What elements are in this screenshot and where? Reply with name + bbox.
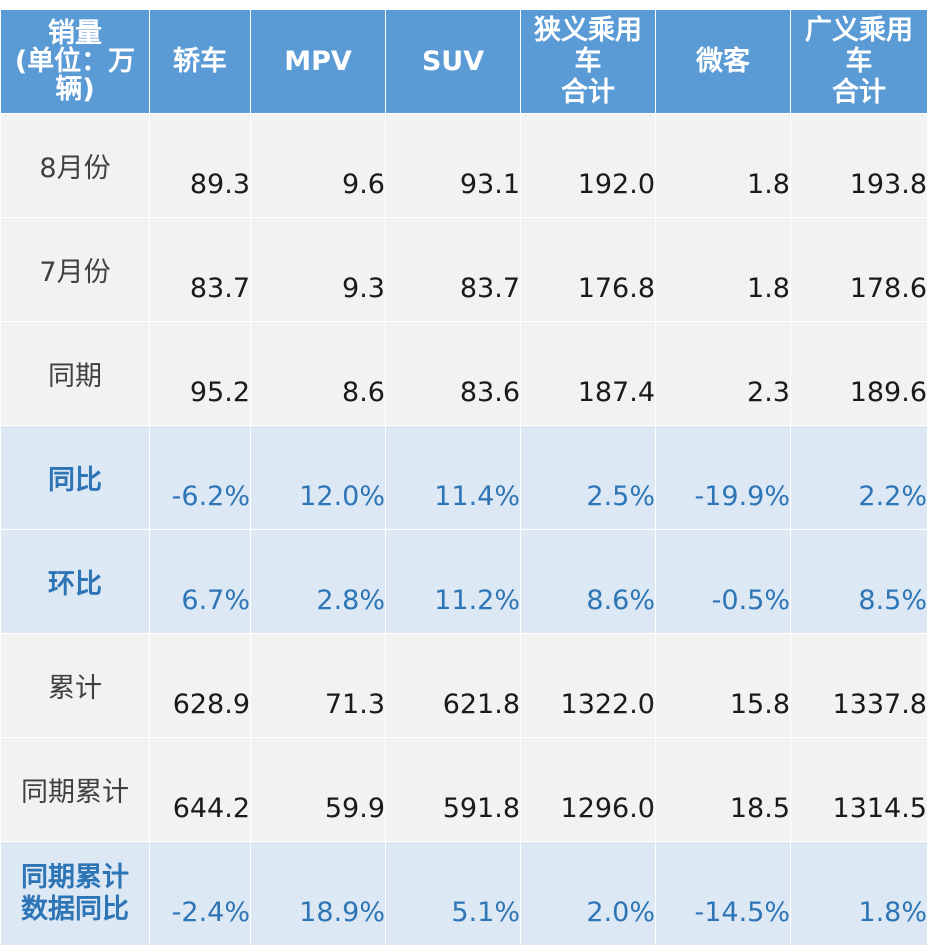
cell-value: 2.2% [791,426,927,530]
cell-value: 1314.5 [791,738,927,842]
header-sedan: 轿车 [150,10,251,114]
row-label: 同期 [1,322,150,426]
cell-value: 187.4 [521,322,656,426]
cell-value: 59.9 [251,738,386,842]
header-line: 合计 [791,77,927,108]
row-label: 累计 [1,634,150,738]
row-label-line: 环比 [1,562,149,601]
cell-value: 1337.8 [791,634,927,738]
header-suv: SUV [386,10,521,114]
cell-value: 591.8 [386,738,521,842]
cell-value: 6.7% [150,530,251,634]
table-row: 同比-6.2%12.0%11.4%2.5%-19.9%2.2% [1,426,927,530]
cell-value: -19.9% [656,426,791,530]
row-label-line: 同比 [1,458,149,497]
row-label-line: 累计 [1,666,149,705]
row-label-line: 8月份 [1,146,149,185]
cell-value: 11.2% [386,530,521,634]
cell-value: 89.3 [150,114,251,218]
header-line: 辆) [1,76,149,104]
cell-value: 2.5% [521,426,656,530]
cell-value: 1.8 [656,218,791,322]
header-line: (单位：万 [1,48,149,76]
row-label-line: 同期累计 [1,770,149,809]
cell-value: 8.5% [791,530,927,634]
cell-value: 2.3 [656,322,791,426]
row-label-line: 同期 [1,354,149,393]
cell-value: 644.2 [150,738,251,842]
cell-value: -14.5% [656,842,791,946]
cell-value: 621.8 [386,634,521,738]
row-label: 同比 [1,426,150,530]
cell-value: 178.6 [791,218,927,322]
header-line: 车 [521,46,655,77]
header-mpv: MPV [251,10,386,114]
header-mini-van: 微客 [656,10,791,114]
cell-value: 2.8% [251,530,386,634]
header-line: 车 [791,46,927,77]
cell-value: 71.3 [251,634,386,738]
cell-value: 176.8 [521,218,656,322]
cell-value: 193.8 [791,114,927,218]
cell-value: 189.6 [791,322,927,426]
header-broad-total: 广义乘用 车 合计 [791,10,927,114]
header-line: 广义乘用 [791,15,927,46]
header-line: 销量 [1,20,149,48]
cell-value: 83.7 [386,218,521,322]
header-row: 销量 (单位：万 辆) 轿车 MPV SUV 狭义乘用 车 合计 微客 广义乘用… [1,10,927,114]
cell-value: 8.6% [521,530,656,634]
cell-value: 15.8 [656,634,791,738]
row-label-line: 同期累计 [1,862,149,894]
header-narrow-total: 狭义乘用 车 合计 [521,10,656,114]
row-label-line: 数据同比 [1,894,149,926]
row-label: 8月份 [1,114,150,218]
cell-value: 2.0% [521,842,656,946]
cell-value: 1.8 [656,114,791,218]
cell-value: 18.5 [656,738,791,842]
row-label: 环比 [1,530,150,634]
cell-value: -2.4% [150,842,251,946]
cell-value: 93.1 [386,114,521,218]
cell-value: 95.2 [150,322,251,426]
cell-value: 1.8% [791,842,927,946]
cell-value: 18.9% [251,842,386,946]
cell-value: -6.2% [150,426,251,530]
cell-value: 1296.0 [521,738,656,842]
cell-value: 12.0% [251,426,386,530]
cell-value: 628.9 [150,634,251,738]
row-label-line: 7月份 [1,250,149,289]
row-label: 同期累计数据同比 [1,842,150,946]
cell-value: -0.5% [656,530,791,634]
cell-value: 9.3 [251,218,386,322]
table-row: 同期累计数据同比-2.4%18.9%5.1%2.0%-14.5%1.8% [1,842,927,946]
header-line: 狭义乘用 [521,15,655,46]
cell-value: 9.6 [251,114,386,218]
cell-value: 192.0 [521,114,656,218]
row-label: 同期累计 [1,738,150,842]
cell-value: 5.1% [386,842,521,946]
header-sales-unit: 销量 (单位：万 辆) [1,10,150,114]
sales-table: 销量 (单位：万 辆) 轿车 MPV SUV 狭义乘用 车 合计 微客 广义乘用… [0,9,927,946]
cell-value: 8.6 [251,322,386,426]
row-label: 7月份 [1,218,150,322]
cell-value: 11.4% [386,426,521,530]
header-line: 合计 [521,77,655,108]
cell-value: 83.6 [386,322,521,426]
cell-value: 1322.0 [521,634,656,738]
cell-value: 83.7 [150,218,251,322]
